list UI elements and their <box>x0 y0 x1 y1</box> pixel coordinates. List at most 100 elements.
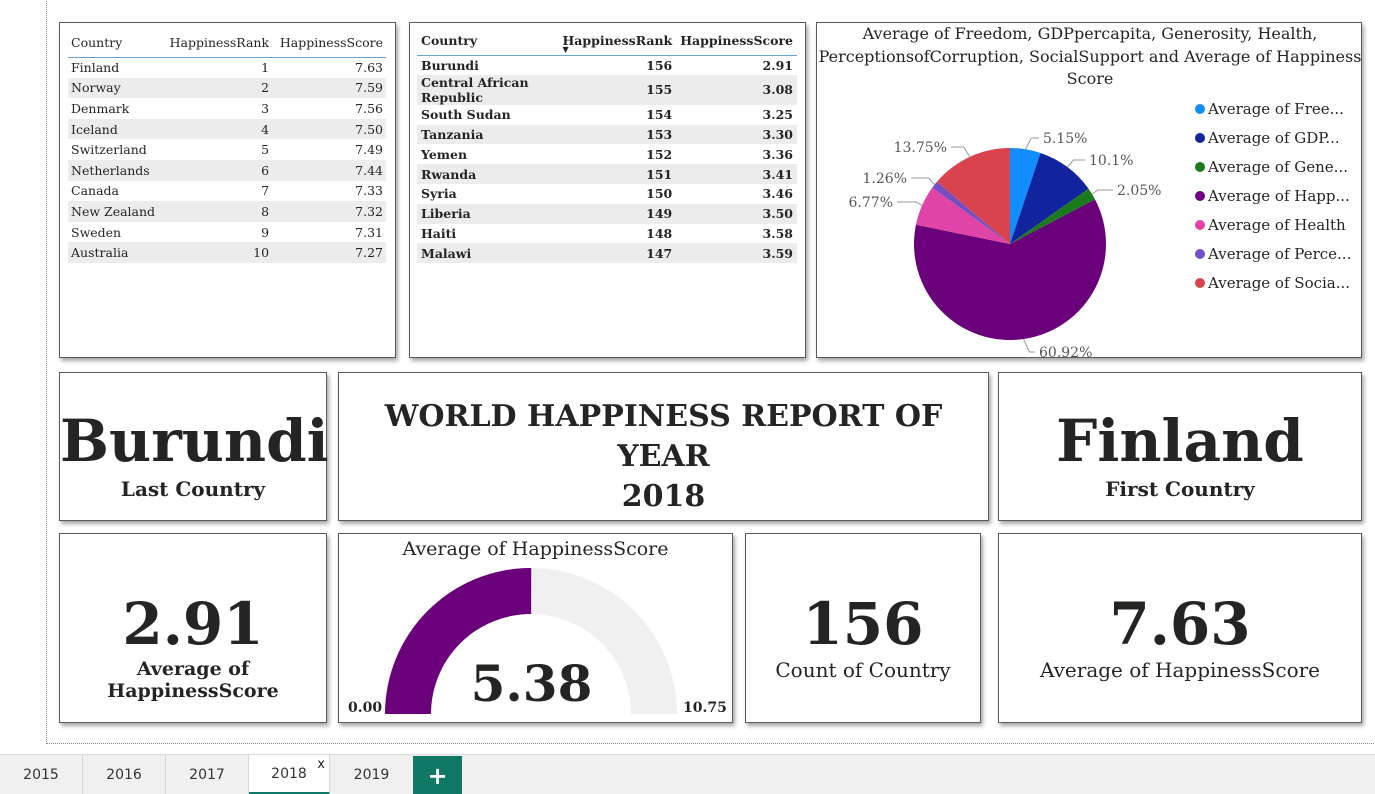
first-country-card[interactable]: Finland First Country <box>998 372 1362 521</box>
table-row[interactable]: Malawi 147 3.59 <box>417 243 797 264</box>
gauge-min-label: 0.00 <box>348 700 383 716</box>
table-row[interactable]: Syria 150 3.46 <box>417 184 797 204</box>
table-row[interactable]: Switzerland 5 7.49 <box>68 139 386 160</box>
cell-country: Rwanda <box>421 166 477 182</box>
legend-item[interactable]: Average of Perce... <box>1195 239 1351 268</box>
gauge-card[interactable]: Average of HappinessScore 5.38 0.00 10.7… <box>338 533 733 723</box>
cell-country: Liberia <box>421 206 471 222</box>
pie-slice[interactable] <box>1010 188 1095 244</box>
cell-country: Yemen <box>421 146 468 162</box>
cell-rank: 4 <box>261 121 270 137</box>
table-row[interactable]: Iceland 4 7.50 <box>68 118 386 140</box>
gauge-max-label: 10.75 <box>683 700 727 716</box>
table-row[interactable]: Canada 7 7.33 <box>68 181 386 202</box>
country-count-card[interactable]: 156 Count of Country <box>745 533 981 723</box>
pie-title-line-1: Average of Freedom, GDPpercapita, Genero… <box>862 24 1318 43</box>
cell-rank: 148 <box>646 225 673 241</box>
cell-score: 3.58 <box>762 225 793 241</box>
cell-score: 3.50 <box>762 206 793 222</box>
legend-item[interactable]: Average of Gene... <box>1195 152 1351 181</box>
column-header-country[interactable]: Country <box>71 35 123 51</box>
pie-leader-line <box>1025 137 1039 150</box>
pie-data-label: 2.05% <box>1117 183 1161 199</box>
cell-country: Sweden <box>71 224 122 240</box>
table-row[interactable]: Sweden 9 7.31 <box>68 222 386 243</box>
table-row[interactable]: Norway 2 7.59 <box>68 77 386 99</box>
pie-chart[interactable]: 5.15%10.1% 2.05% 60.92% 6.77% 1.26% 13.75% <box>817 99 1187 359</box>
top-countries-table[interactable]: Country HappinessRank HappinessScore Fin… <box>59 22 396 358</box>
country-count-label: Count of Country <box>775 658 951 682</box>
pie-slice[interactable] <box>1010 148 1041 244</box>
cell-rank: 153 <box>646 126 673 142</box>
report-canvas <box>46 0 1375 744</box>
table-row[interactable]: Yemen 152 3.36 <box>417 144 797 164</box>
cell-rank: 2 <box>261 80 270 96</box>
pie-chart-title: Average of Freedom, GDPpercapita, Genero… <box>817 23 1363 91</box>
cell-country: Tanzania <box>421 126 484 142</box>
table-header-row: Country HappinessRank ▼ HappinessScore <box>417 27 797 55</box>
table-row[interactable]: New Zealand 8 7.32 <box>68 201 386 222</box>
pie-leader-line <box>911 177 935 185</box>
table-row[interactable]: Tanzania 153 3.30 <box>417 124 797 145</box>
table-row[interactable]: Netherlands 6 7.44 <box>68 159 386 181</box>
legend-item[interactable]: Average of Socia... <box>1195 268 1351 297</box>
add-page-button[interactable]: + <box>413 756 462 794</box>
legend-dot-icon <box>1195 161 1205 172</box>
pie-slice[interactable] <box>937 148 1010 244</box>
report-title-line-2: 2018 <box>621 479 706 514</box>
column-header-country[interactable]: Country <box>421 33 478 49</box>
table-row[interactable]: Rwanda 151 3.41 <box>417 164 797 184</box>
cell-rank: 147 <box>646 245 673 261</box>
table-row[interactable]: Liberia 149 3.50 <box>417 203 797 224</box>
tab-2015[interactable]: 2015 <box>0 755 83 794</box>
legend-item[interactable]: Average of GDP... <box>1195 123 1351 152</box>
last-country-card[interactable]: Burundi Last Country <box>59 372 329 521</box>
tab-2017[interactable]: 2017 <box>166 755 249 794</box>
last-country-name: Burundi <box>60 407 329 475</box>
tab-2016[interactable]: 2016 <box>83 755 166 794</box>
table-row[interactable]: Burundi 156 2.91 <box>417 55 797 75</box>
cell-score: 3.36 <box>762 146 793 162</box>
legend-item[interactable]: Average of Happ... <box>1195 181 1351 210</box>
cell-rank: 149 <box>646 206 673 222</box>
table-row[interactable]: Finland 1 7.63 <box>68 57 386 78</box>
tab-2019[interactable]: 2019 <box>330 755 413 794</box>
cell-country: Haiti <box>421 225 457 241</box>
cell-score: 3.08 <box>762 82 793 98</box>
table-row[interactable]: Australia 10 7.27 <box>68 242 386 263</box>
column-header-score[interactable]: HappinessScore <box>279 35 383 51</box>
pie-slice[interactable] <box>932 181 1010 244</box>
table-row[interactable]: Central African Republic 155 3.08 <box>417 74 797 105</box>
cell-score: 3.46 <box>762 186 793 202</box>
table-row[interactable]: Denmark 3 7.56 <box>68 98 386 119</box>
tab-label: 2018 <box>271 765 307 782</box>
close-tab-icon[interactable]: x <box>317 757 325 772</box>
tab-2018[interactable]: 2018 x <box>249 755 330 794</box>
gauge-chart[interactable] <box>339 534 734 724</box>
legend-label: Average of GDP... <box>1208 128 1340 147</box>
min-score-card[interactable]: 2.91 Average of HappinessScore <box>59 533 327 723</box>
column-header-rank[interactable]: HappinessRank <box>169 35 270 51</box>
cell-score: 7.49 <box>355 142 383 158</box>
column-header-score[interactable]: HappinessScore <box>680 33 793 49</box>
cell-score: 7.32 <box>355 203 383 219</box>
table-row[interactable]: South Sudan 154 3.25 <box>417 105 797 125</box>
cell-country: Malawi <box>421 245 472 261</box>
pie-slice[interactable] <box>1010 152 1089 244</box>
bottom-countries-table[interactable]: Country HappinessRank ▼ HappinessScore B… <box>409 22 806 358</box>
legend-item[interactable]: Average of Health <box>1195 210 1351 239</box>
pie-chart-card[interactable]: Average of Freedom, GDPpercapita, Genero… <box>816 22 1363 359</box>
column-header-rank[interactable]: HappinessRank ▼ <box>558 27 676 55</box>
report-title-line-1: WORLD HAPPINESS REPORT OF YEAR <box>384 399 943 474</box>
legend-item[interactable]: Average of Free... <box>1195 94 1351 123</box>
cell-country: Denmark <box>71 100 130 116</box>
table-row[interactable]: Haiti 148 3.58 <box>417 224 797 244</box>
tab-label: 2019 <box>353 767 390 783</box>
cell-country: Switzerland <box>71 142 147 158</box>
cell-rank: 9 <box>261 224 270 240</box>
pie-slice[interactable] <box>915 187 1010 244</box>
legend-dot-icon <box>1195 190 1205 201</box>
sort-descending-icon: ▼ <box>562 43 569 54</box>
max-score-card[interactable]: 7.63 Average of HappinessScore <box>998 533 1362 723</box>
pie-slice[interactable] <box>914 199 1106 341</box>
